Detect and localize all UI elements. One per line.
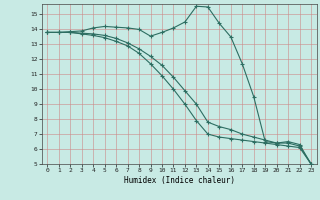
X-axis label: Humidex (Indice chaleur): Humidex (Indice chaleur): [124, 176, 235, 185]
